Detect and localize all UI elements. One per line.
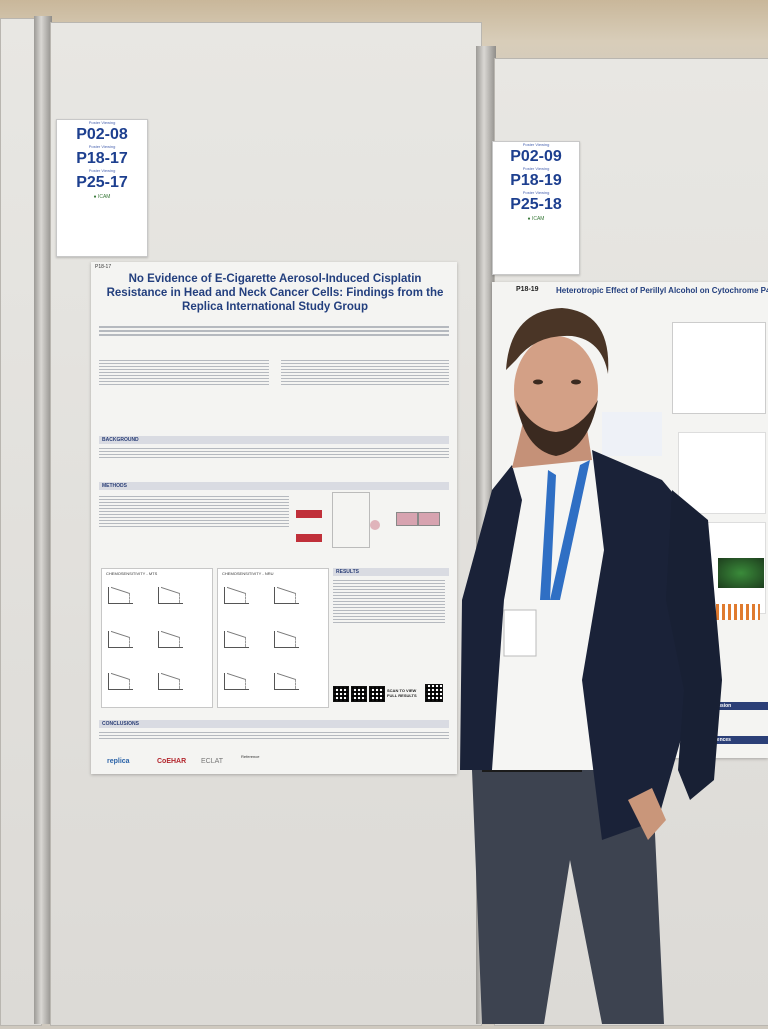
tag-code: P18-17 [76,150,128,167]
chart-panel-mts: CHEMOSENSITIVITY - MTS [101,568,213,708]
data-table [672,322,766,414]
tag-code: P25-17 [76,174,128,191]
tag-code: P25-18 [510,196,562,213]
tag-code: P02-09 [510,148,562,165]
section-references: References [702,736,768,744]
logo-replica: replica [107,758,130,765]
qr-code[interactable] [333,686,349,702]
poster-number: P18-19 [516,286,539,293]
affiliations-left [99,358,269,387]
chart-title: CHEMOSENSITIVITY - MTS [106,571,158,576]
affiliations-right [281,358,449,387]
poster-title: No Evidence of E-Cigarette Aerosol-Induc… [106,273,444,313]
chart-panel-nru: CHEMOSENSITIVITY - NRU [217,568,329,708]
section-methods: METHODS [99,482,449,490]
poster-title: Heterotropic Effect of Perillyl Alcohol … [556,286,768,295]
reference-label: Reference [241,754,260,759]
presenter [452,300,752,1024]
logo-eclat: ECLAT [201,758,224,765]
presenter-figure [460,308,722,1024]
schematic [602,412,662,456]
bar-chart-figure [704,604,760,620]
poster-number: P18-17 [95,264,112,270]
microscopy-image [718,558,764,588]
author-list [99,324,449,338]
congress-logo: ● ICAM [93,194,111,200]
qr-code[interactable] [369,686,385,702]
board-frame-left [34,16,52,1024]
qr-code[interactable] [425,684,443,702]
chart-title: CHEMOSENSITIVITY - NRU [222,571,274,576]
poster-number-tag-right: Poster Viewing P02-09 Poster Viewing P18… [492,141,580,275]
tag-code: P18-19 [510,172,562,189]
congress-logo: ● ICAM [527,216,545,222]
methods-diagram [296,490,446,556]
scan-label: SCAN TO VIEW FULL RESULTS [387,688,417,698]
section-results: RESULTS [333,568,449,576]
conclusions-text [99,730,449,741]
background-text [99,446,449,460]
qr-code[interactable] [351,686,367,702]
section-conclusions: CONCLUSIONS [99,720,449,728]
methods-text [99,494,289,529]
tag-code: P02-08 [76,126,128,143]
structure-figure [678,432,766,514]
research-poster-left: P18-17 No Evidence of E-Cigarette Aeroso… [91,262,457,774]
logo-coehar: CoEHAR [157,758,187,765]
poster-number-tag-left: Poster Viewing P02-08 Poster Viewing P18… [56,119,148,257]
section-background: BACKGROUND [99,436,449,444]
results-text [333,578,445,625]
